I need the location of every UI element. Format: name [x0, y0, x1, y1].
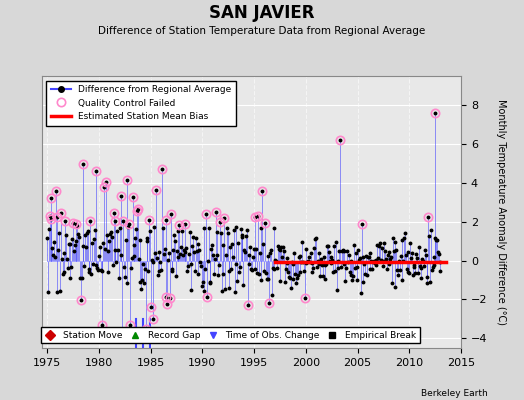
Y-axis label: Monthly Temperature Anomaly Difference (°C): Monthly Temperature Anomaly Difference (…	[496, 99, 506, 325]
Text: SAN JAVIER: SAN JAVIER	[209, 4, 315, 22]
Text: Berkeley Earth: Berkeley Earth	[421, 389, 487, 398]
Text: Difference of Station Temperature Data from Regional Average: Difference of Station Temperature Data f…	[99, 26, 425, 36]
Legend: Station Move, Record Gap, Time of Obs. Change, Empirical Break: Station Move, Record Gap, Time of Obs. C…	[41, 327, 420, 344]
